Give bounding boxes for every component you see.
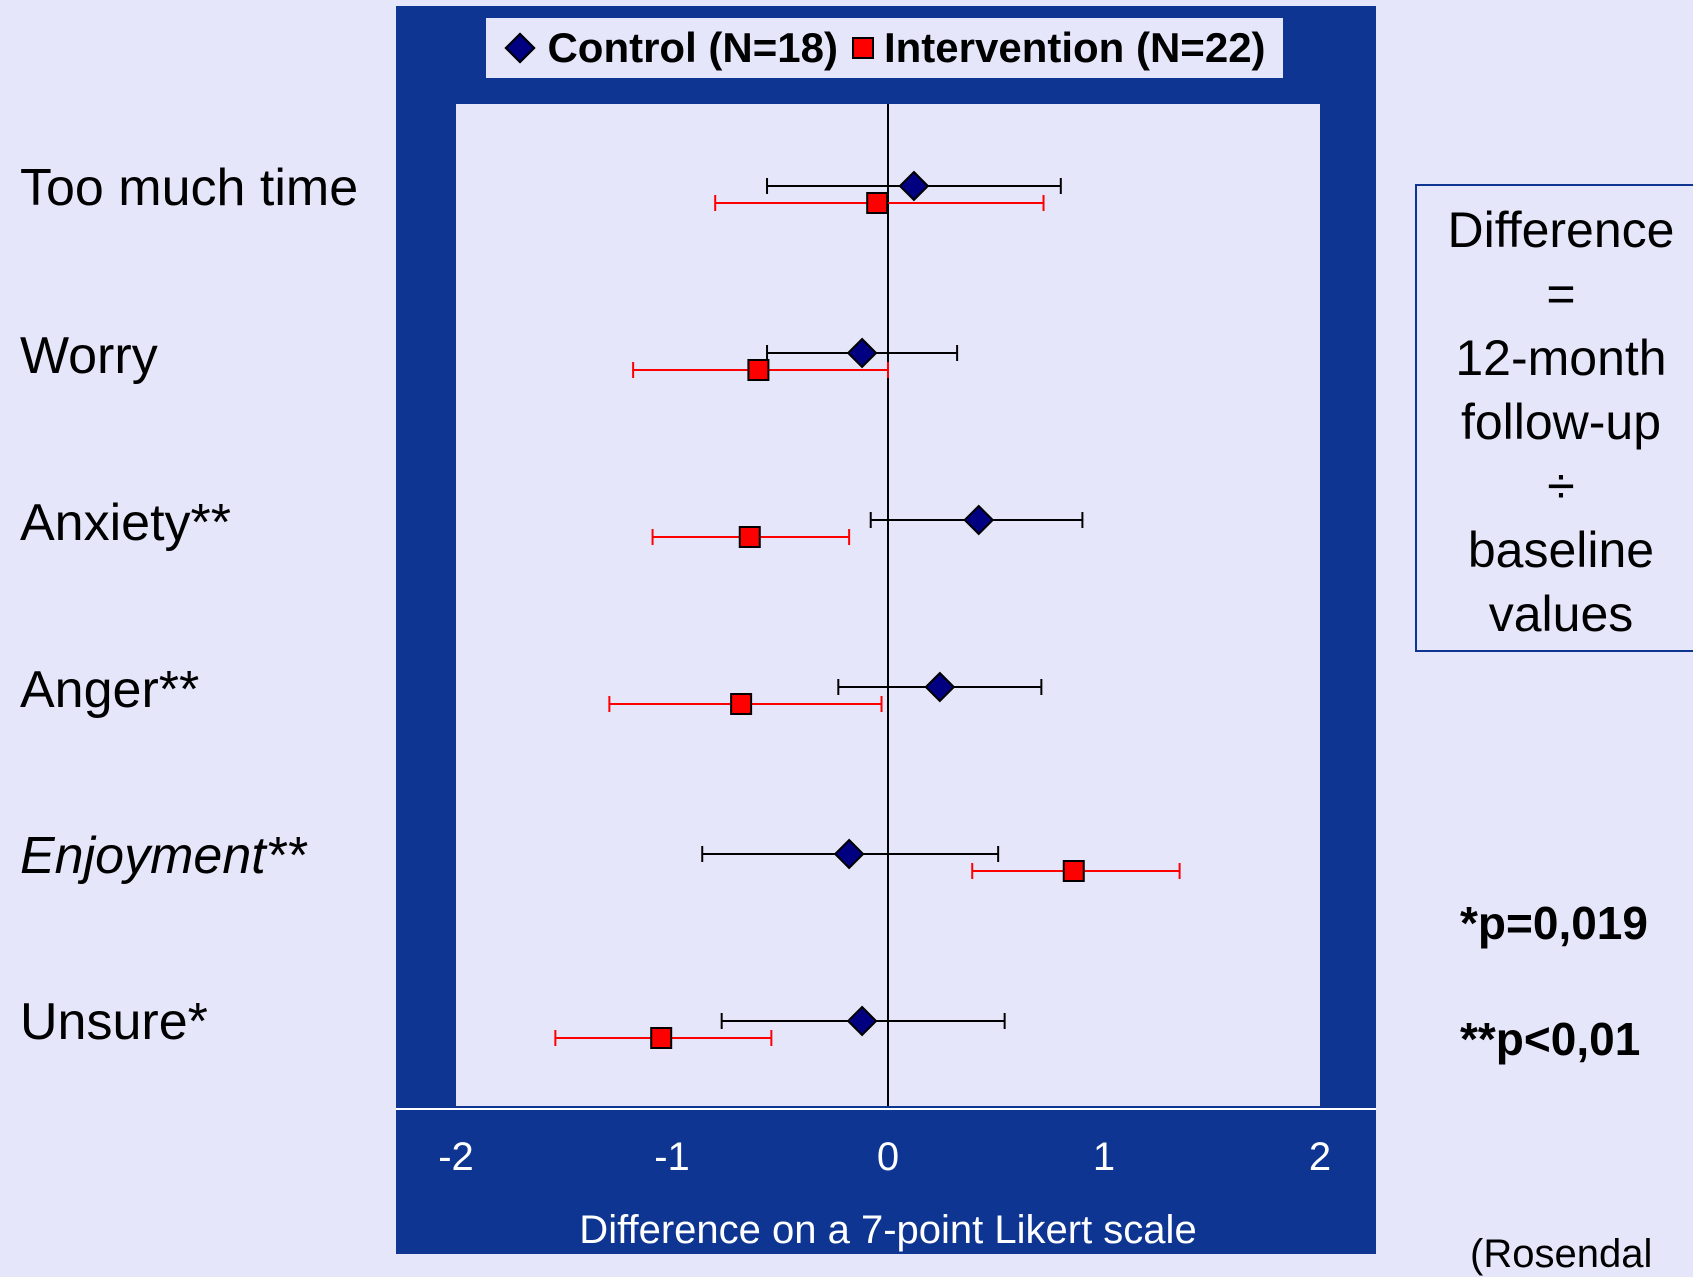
note-line: follow-up	[1460, 394, 1662, 450]
square-marker-icon	[851, 37, 874, 59]
x-tick-label: 0	[876, 1135, 900, 1179]
data-point-intervention	[650, 1027, 673, 1049]
source-citation: (Rosendal	[1470, 1232, 1653, 1276]
x-axis-label: Difference on a 7-point Likert scale	[579, 1208, 1197, 1252]
data-point-control	[846, 337, 878, 369]
note-line: =	[1546, 266, 1576, 322]
note-line: ÷	[1547, 458, 1575, 514]
x-tick-label: 1	[1092, 1135, 1116, 1179]
note-line: Difference	[1447, 202, 1675, 258]
data-point-control	[846, 1005, 878, 1037]
legend-entry-intervention: Intervention (N=22)	[851, 24, 1266, 72]
category-label-too-much-time: Too much time	[20, 159, 359, 217]
category-label-enjoyment: Enjoyment**	[20, 827, 307, 885]
x-tick-label: -1	[654, 1135, 690, 1179]
note-line: 12-month	[1455, 330, 1667, 386]
category-label-anxiety: Anxiety**	[20, 494, 231, 552]
definition-note-box: Difference = 12-month follow-up ÷ baseli…	[1415, 184, 1693, 652]
data-point-intervention	[1062, 860, 1085, 882]
diamond-marker-icon	[504, 32, 537, 64]
data-point-control	[833, 838, 865, 870]
data-point-intervention	[730, 693, 753, 715]
category-label-unsure: Unsure*	[20, 993, 208, 1051]
p-value-double-star: **p<0,01	[1460, 1013, 1641, 1065]
legend-entry-control: Control (N=18)	[503, 24, 838, 72]
legend-label-intervention: Intervention (N=22)	[883, 24, 1266, 71]
category-label-anger: Anger**	[20, 661, 200, 719]
note-line: values	[1488, 586, 1634, 642]
data-point-intervention	[747, 359, 770, 381]
note-line: baseline	[1467, 522, 1655, 578]
data-point-control	[963, 504, 995, 536]
x-tick-label: 2	[1308, 1135, 1332, 1179]
x-tick-label: -2	[438, 1135, 474, 1179]
data-point-control	[924, 671, 956, 703]
category-label-worry: Worry	[20, 327, 158, 385]
legend: Control (N=18) Intervention (N=22)	[486, 18, 1283, 78]
data-point-intervention	[866, 192, 889, 214]
data-point-intervention	[738, 526, 761, 548]
legend-label-control: Control (N=18)	[547, 24, 838, 71]
p-value-single-star: *p=0,019	[1460, 897, 1648, 949]
data-point-control	[898, 170, 930, 202]
